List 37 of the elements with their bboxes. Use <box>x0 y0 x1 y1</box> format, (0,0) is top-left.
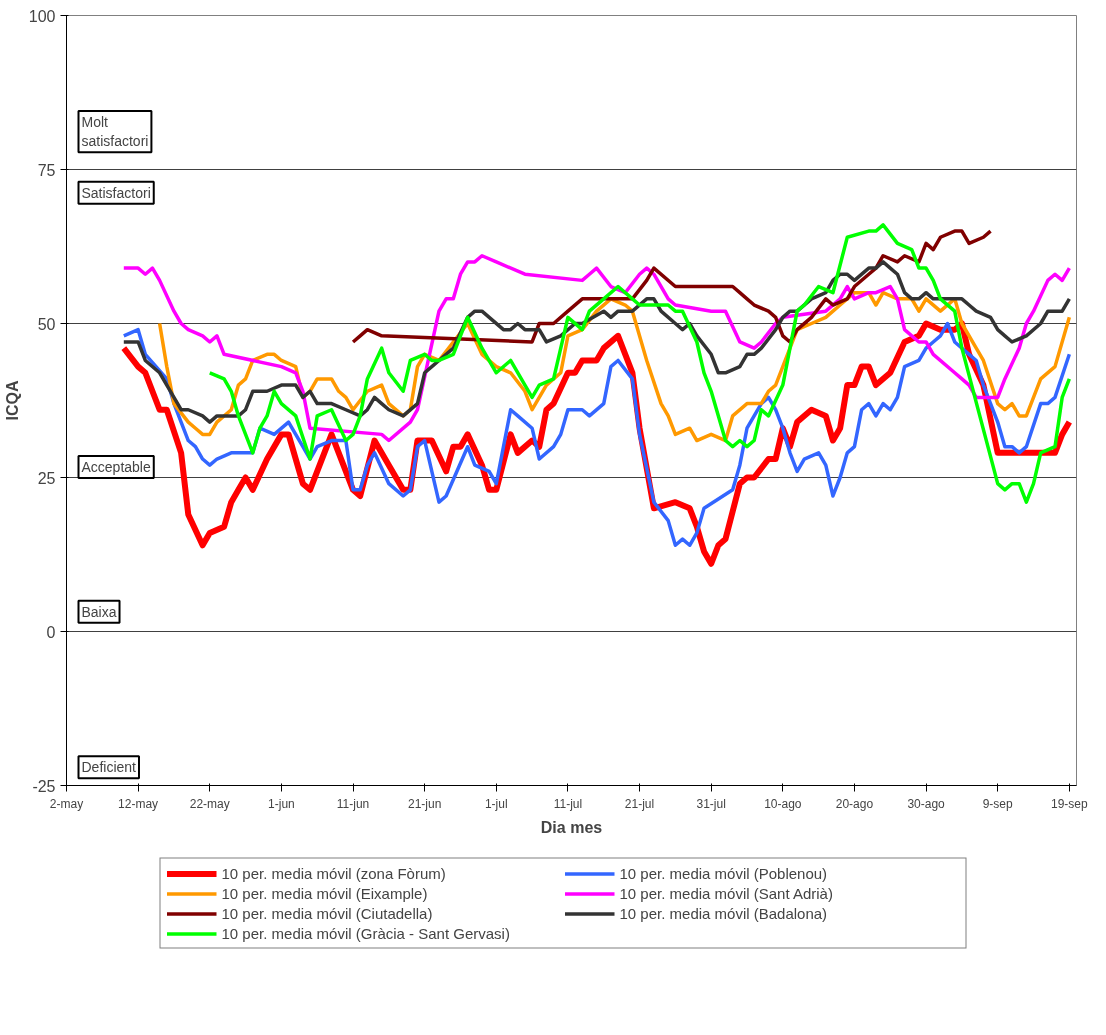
x-axis-title: Dia mes <box>540 818 603 836</box>
x-tick-label: 2-may <box>49 796 84 811</box>
annotation: Acceptable <box>81 458 151 475</box>
legend-label: 10 per. media móvil (Eixample) <box>221 884 429 902</box>
legend-label: 10 per. media móvil (Sant Adrià) <box>619 884 834 902</box>
x-tick-label: 1-jul <box>484 796 508 811</box>
line-series <box>208 223 1072 504</box>
y-tick-label: 0 <box>46 623 56 641</box>
x-tick-label: 11-jun <box>336 796 370 811</box>
y-tick-label: 50 <box>37 315 56 333</box>
annotation: Baixa <box>81 603 117 620</box>
legend-label: 10 per. media móvil (zona Fòrum) <box>221 864 447 882</box>
x-tick-label: 12-may <box>118 796 159 811</box>
x-tick-label: 1-jun <box>268 796 295 811</box>
y-tick-label: 100 <box>28 7 56 25</box>
x-tick-label: 30-ago <box>907 796 946 811</box>
legend-label: 10 per. media móvil (Poblenou) <box>619 864 829 882</box>
legend-label: 10 per. media móvil (Badalona) <box>619 904 829 922</box>
y-tick-label: 25 <box>37 469 56 487</box>
annotation: Deficient <box>81 759 137 776</box>
x-tick-label: 21-jul <box>624 796 655 811</box>
x-tick-label: 19-sep <box>1050 796 1089 811</box>
x-tick-label: 9-sep <box>982 796 1014 811</box>
x-tick-label: 11-jul <box>553 796 583 811</box>
legend-label: 10 per. media móvil (Ciutadella) <box>221 904 434 922</box>
annotation: Molt satisfactori <box>81 113 149 150</box>
x-tick-label: 31-jul <box>696 796 726 811</box>
y-tick-label: -25 <box>32 777 56 795</box>
legend-label: 10 per. media móvil (Gràcia - Sant Gervasi) <box>221 924 511 942</box>
annotation: Satisfactori <box>81 184 151 201</box>
x-tick-label: 21-jun <box>407 796 442 811</box>
y-axis-title: ICQA <box>3 380 21 421</box>
x-tick-label: 20-ago <box>835 796 874 811</box>
x-tick-label: 10-ago <box>764 796 802 811</box>
y-tick-label: 75 <box>37 161 56 179</box>
line-series <box>351 229 993 344</box>
x-tick-label: 22-may <box>189 796 230 811</box>
